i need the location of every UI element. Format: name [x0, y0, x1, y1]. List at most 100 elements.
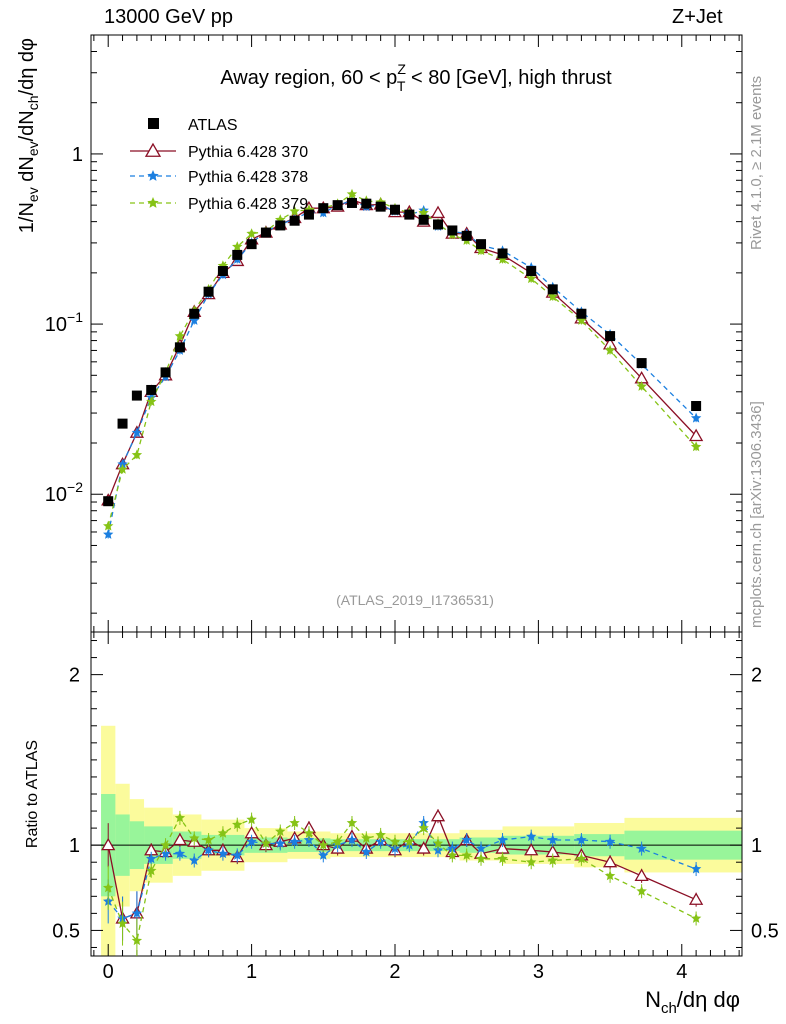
data-point: [576, 308, 587, 319]
ratio-point: [361, 846, 372, 857]
y-tick-label: 10−2: [45, 479, 83, 506]
ratio-point: [430, 808, 446, 822]
data-point: [131, 449, 143, 460]
ratio-point: [246, 836, 257, 847]
y-axis-label: 1/Nev dNev/dNch/dη dφ: [16, 38, 41, 233]
ratio-point: [447, 843, 458, 853]
ratio-point: [576, 853, 587, 864]
series-line: [107, 200, 697, 535]
data-point: [289, 205, 300, 216]
data-point: [117, 463, 128, 474]
ratio-point: [131, 935, 143, 946]
main-plot: 10−2 10−1 1 Away region, 60 < pZ T < 80 [GeV…: [16, 34, 743, 633]
data-point: [189, 315, 200, 325]
ratio-point: [346, 834, 358, 845]
data-point: [497, 248, 508, 259]
x-tick-label: 3: [533, 961, 544, 983]
ratio-point: [189, 832, 200, 843]
ratio-point: [232, 849, 243, 860]
ratio-point: [497, 853, 508, 864]
data-point: [433, 219, 444, 230]
ratio-point: [524, 842, 539, 856]
ratio-point: [131, 907, 143, 918]
x-axis-label: Nch/dη dφ: [645, 987, 740, 1017]
ratio-point: [217, 848, 229, 859]
analysis-watermark: (ATLAS_2019_I1736531): [336, 592, 494, 608]
data-point: [361, 198, 372, 209]
ratio-point: [203, 834, 214, 845]
ratio-point: [461, 849, 472, 860]
data-point: [430, 205, 446, 219]
data-point: [346, 197, 357, 208]
ratio-point: [526, 856, 537, 867]
ratio-point: [203, 844, 214, 855]
data-point: [636, 358, 647, 369]
legend-label: Pythia 6.428 378: [188, 169, 308, 186]
data-point: [691, 401, 702, 412]
ratio-point: [232, 819, 243, 830]
ratio-point: [389, 836, 401, 847]
ratio-point: [174, 848, 186, 859]
data-point: [246, 239, 257, 250]
ratio-point: [332, 836, 343, 847]
ratio-point: [690, 863, 702, 874]
data-point: [131, 390, 142, 401]
legend-marker: [144, 142, 162, 157]
ratio-frame: [90, 631, 743, 957]
ratio-point: [346, 817, 358, 828]
legend-label: ATLAS: [188, 117, 238, 134]
data-point: [404, 209, 415, 220]
ratio-series-line: [107, 816, 697, 943]
ratio-point: [146, 853, 157, 864]
data-point: [605, 331, 616, 342]
y-tick-label: 1: [72, 144, 83, 166]
data-point: [103, 529, 114, 539]
data-point: [476, 239, 487, 250]
data-point: [146, 396, 157, 407]
series-line: [107, 193, 697, 527]
y-tick-label-right: 0.5: [751, 920, 779, 942]
ratio-point: [101, 837, 116, 851]
ratio-point: [475, 853, 487, 864]
ratio-point: [497, 834, 508, 845]
ratio-point: [172, 832, 188, 846]
ratio-point: [602, 854, 618, 868]
data-point: [232, 249, 243, 260]
ratio-point: [318, 849, 329, 860]
data-point: [174, 342, 185, 353]
data-point: [497, 253, 508, 264]
legend-marker: [147, 170, 159, 181]
ratio-point: [260, 838, 272, 848]
ratio-point: [604, 836, 616, 847]
ratio-point: [576, 834, 587, 845]
data-point: [690, 412, 702, 423]
ratio-point: [189, 855, 200, 865]
data-point: [447, 225, 458, 236]
data-point: [604, 344, 616, 355]
data-point: [103, 496, 114, 507]
ratio-point: [688, 892, 704, 905]
ratio-point: [461, 834, 472, 845]
data-point: [690, 441, 702, 452]
data-point: [318, 203, 329, 214]
data-point: [217, 266, 228, 277]
x-tick-label: 0: [103, 961, 114, 983]
ratio-point: [526, 831, 537, 842]
header-right: Z+Jet: [672, 6, 723, 28]
ratio-point: [174, 812, 186, 823]
ratio-point: [303, 827, 315, 838]
data-point: [303, 209, 314, 220]
y-tick-label-right: 2: [751, 665, 762, 687]
y-tick-label: 10−1: [45, 309, 83, 336]
data-point: [174, 330, 186, 341]
ratio-point: [690, 913, 702, 923]
y-tick-label-right: 1: [751, 835, 762, 857]
data-point: [131, 427, 143, 438]
ratio-point: [432, 838, 444, 848]
ratio-point: [604, 870, 616, 881]
data-point: [461, 230, 472, 241]
data-point: [275, 220, 286, 231]
ratio-point: [636, 885, 647, 896]
ratio-point: [103, 882, 114, 893]
